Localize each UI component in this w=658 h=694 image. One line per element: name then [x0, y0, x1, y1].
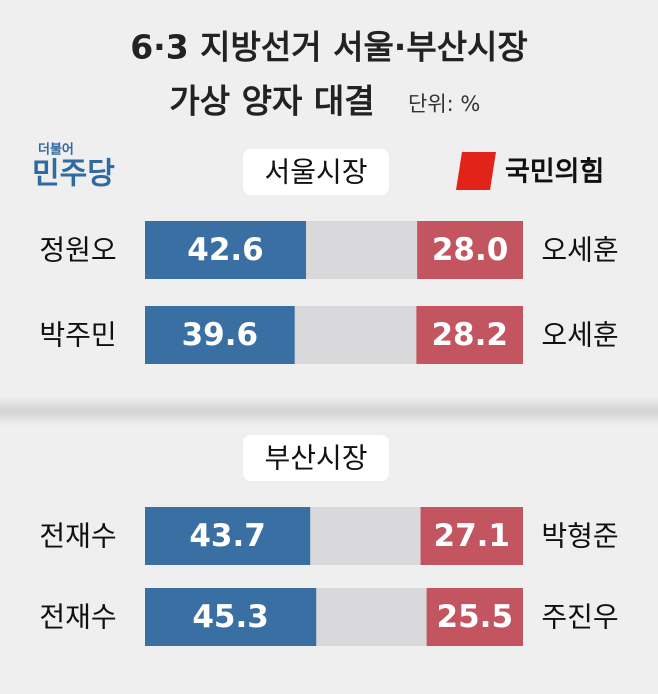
value-label: 39.6: [182, 317, 259, 353]
title: 6·3 지방선거 서울·부산시장: [130, 28, 528, 67]
bar: [426, 588, 523, 646]
section-label: 서울시장: [264, 156, 367, 189]
section-label-box: [243, 149, 389, 195]
value-label: 28.2: [431, 317, 508, 353]
candidate-name: 주진우: [541, 601, 618, 634]
bar: [145, 306, 295, 364]
section-label-box: [243, 435, 389, 481]
divider: [0, 396, 658, 426]
party-logo: 민주당: [32, 157, 115, 192]
value-label: 42.6: [187, 232, 264, 268]
party-prefix: 더불어: [38, 142, 74, 158]
bar: [416, 306, 523, 364]
value-label: 27.1: [434, 518, 511, 554]
candidate-name: 전재수: [39, 520, 116, 553]
bar: [145, 221, 307, 279]
candidate-name: 박주민: [39, 319, 116, 352]
bar: [417, 221, 523, 279]
party-logo: 국민의힘: [505, 157, 604, 188]
candidate-name: 정원오: [39, 234, 116, 267]
candidate-name: 박형준: [541, 520, 618, 553]
value-label: 43.7: [189, 518, 266, 554]
candidate-name: 전재수: [39, 601, 116, 634]
bar: [420, 507, 523, 565]
candidate-name: 오세훈: [541, 234, 618, 267]
candidate-name: 오세훈: [541, 319, 618, 352]
section-label: 부산시장: [264, 442, 367, 475]
title: 가상 양자 대결: [169, 82, 374, 121]
value-label: 45.3: [192, 599, 269, 635]
bar: [145, 588, 317, 646]
bar: [145, 507, 311, 565]
value-label: 25.5: [437, 599, 514, 635]
value-label: 28.0: [432, 232, 509, 268]
unit: 단위: %: [408, 92, 480, 116]
party-icon: [456, 152, 496, 190]
